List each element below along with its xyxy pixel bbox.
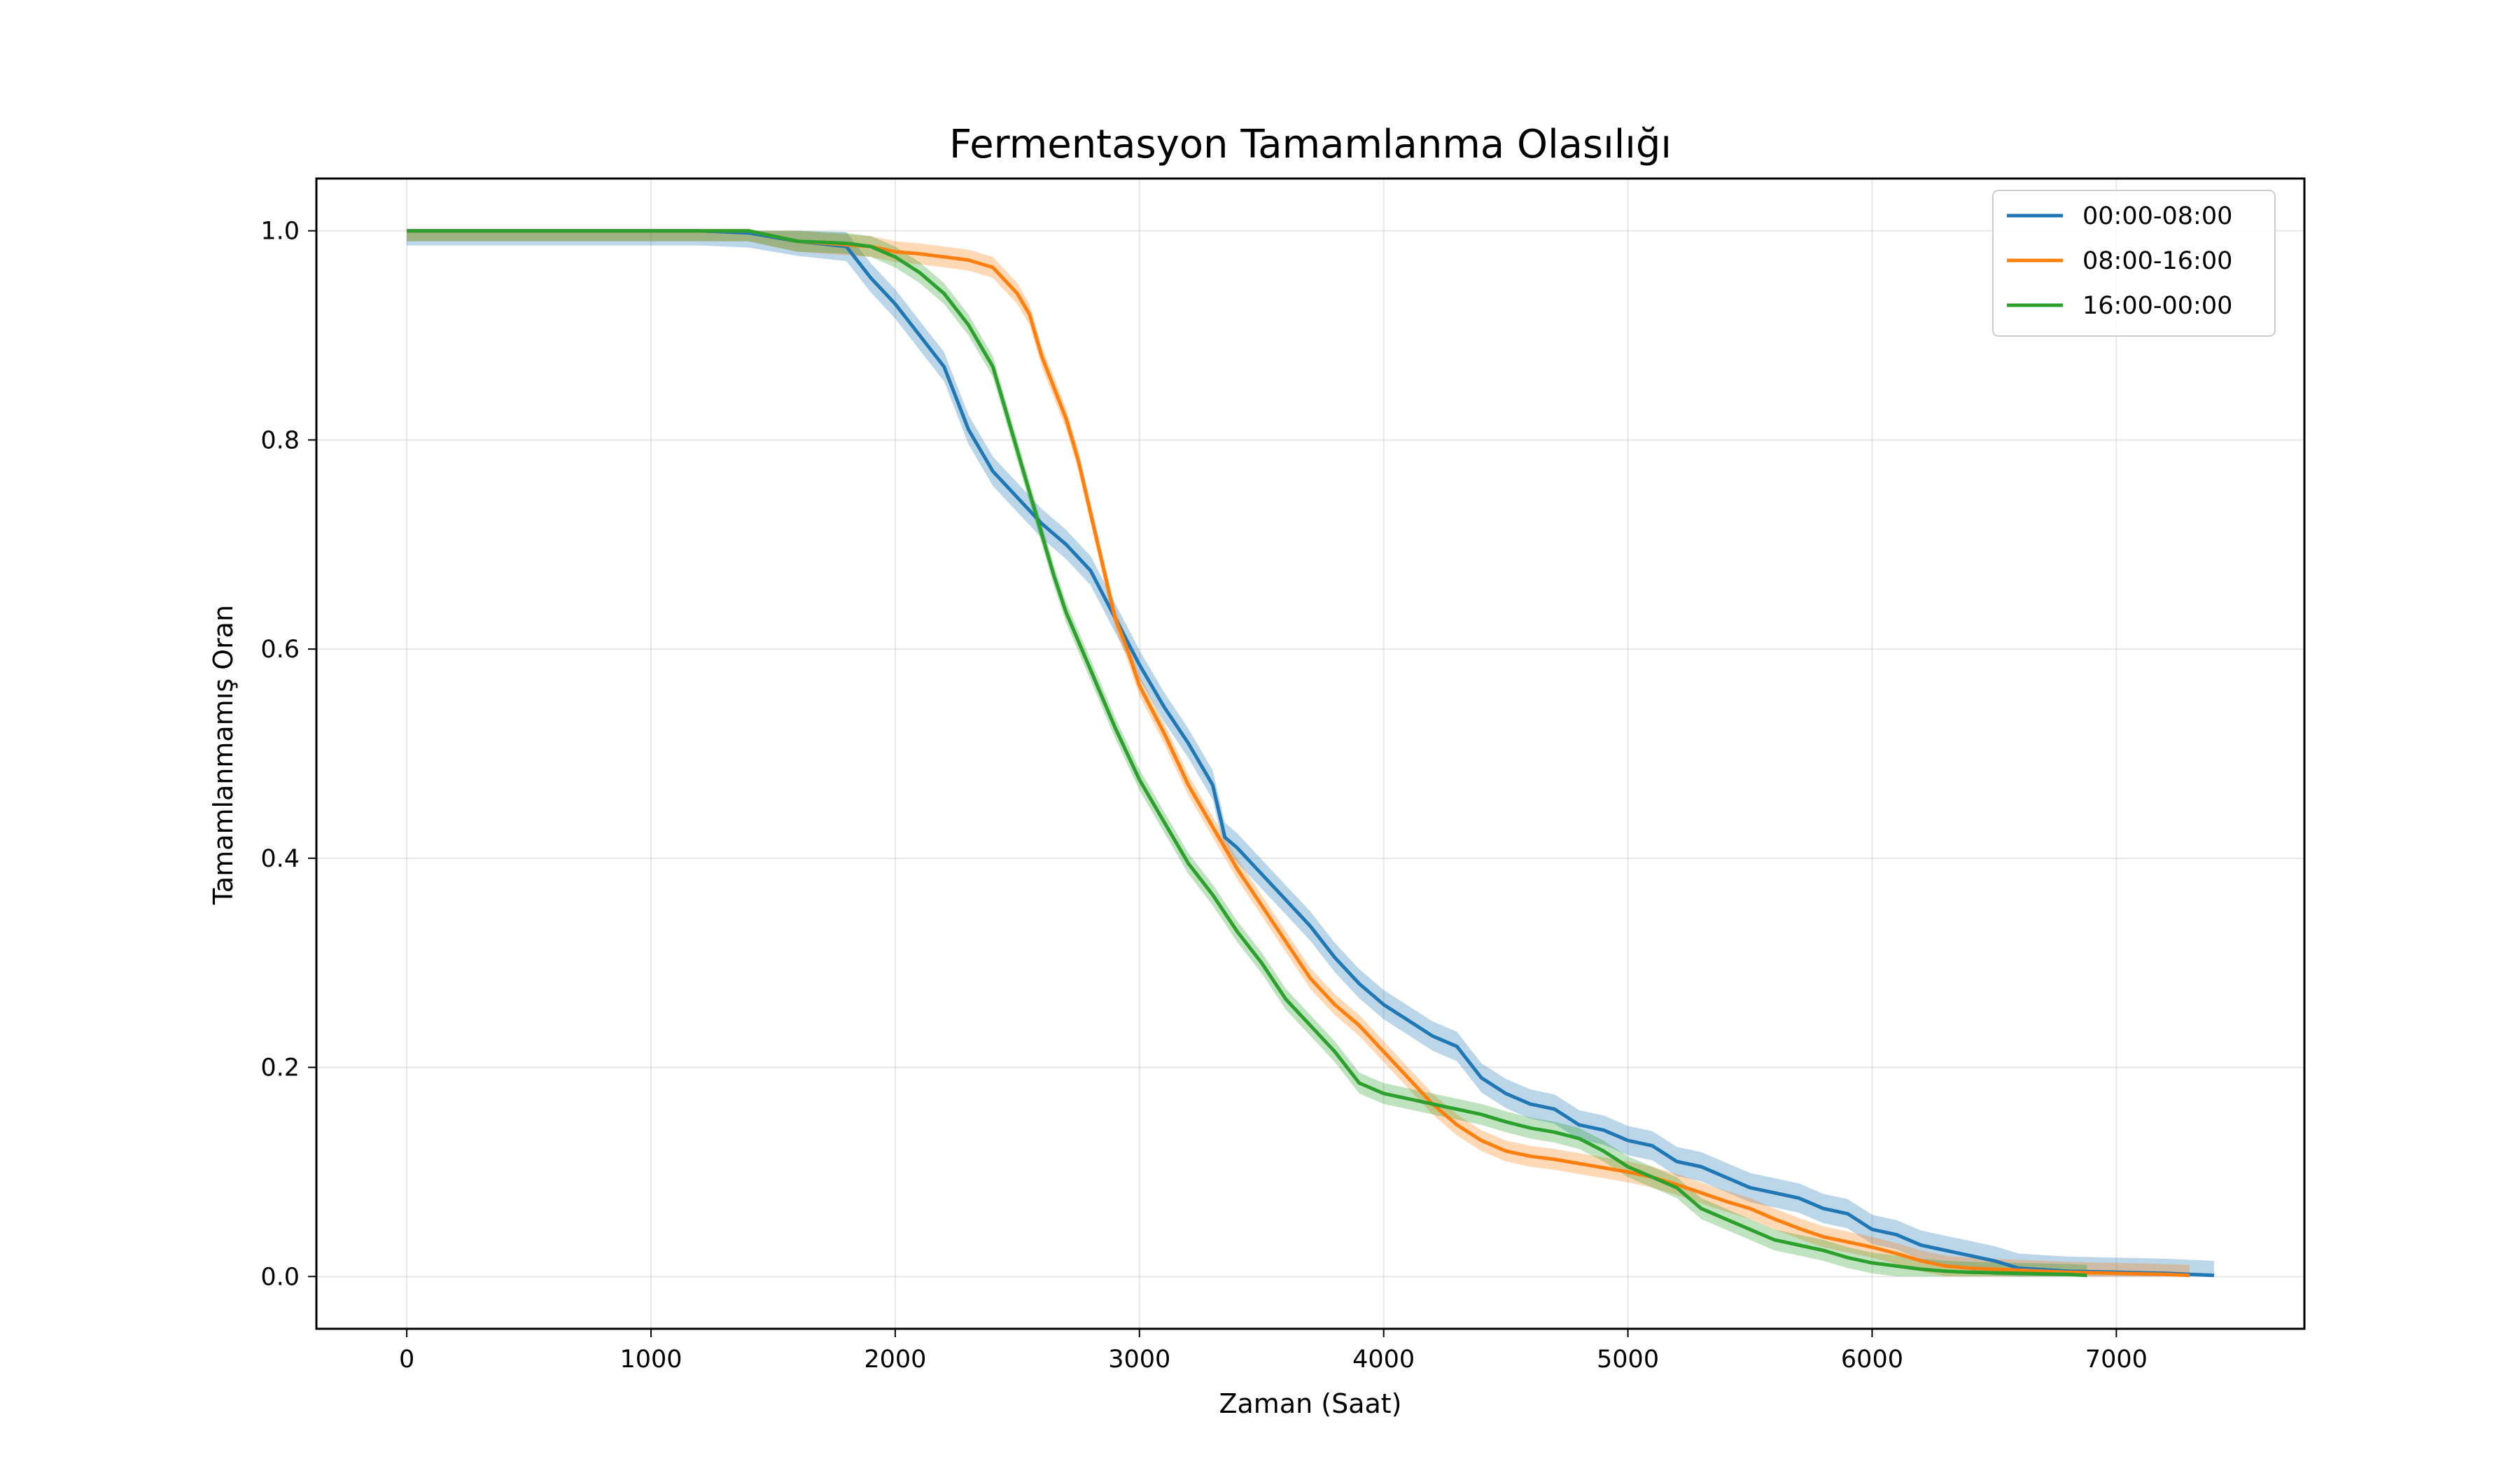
y-tick-label: 0.0 [260,1263,300,1291]
legend-label: 00:00-08:00 [2082,202,2232,230]
x-tick-label: 4000 [1352,1346,1415,1374]
legend-box [1992,190,2276,337]
x-tick-label: 5000 [1597,1346,1659,1374]
y-tick-label: 0.8 [260,426,300,454]
chart-title: Fermentasyon Tamamlanma Olasılığı [949,122,1672,167]
x-tick-label: 3000 [1108,1346,1170,1374]
x-axis-label: Zaman (Saat) [1219,1388,1401,1419]
legend-label: 16:00-00:00 [2082,292,2232,320]
series-line-1 [407,229,2190,1278]
y-tick-label: 1.0 [260,218,300,246]
x-tick-label: 6000 [1841,1346,1903,1374]
x-tick-label: 1000 [620,1346,682,1374]
y-tick-label: 0.2 [260,1054,300,1082]
x-tick-label: 7000 [2085,1346,2148,1374]
y-tick-label: 0.6 [260,636,300,664]
legend: 00:00-08:00 08:00-16:00 16:00-00:00 [1992,190,2276,337]
series-line-2 [407,229,2087,1278]
x-tick-label: 2000 [864,1346,926,1374]
x-tick-label: 0 [399,1346,414,1374]
series-line-0 [407,229,2215,1278]
legend-label: 08:00-16:00 [2082,247,2232,275]
y-tick-label: 0.4 [260,845,300,873]
y-axis-label: Tamamlanmamış Oran [208,605,239,905]
grid-lines [316,179,2304,1329]
plot-area-frame [315,177,2306,1330]
axis-ticks: 0 1000 2000 3000 4000 5000 6000 7000 0.0 0.2 0.4 0.… [260,218,2148,1374]
series-lines [407,229,2215,1278]
